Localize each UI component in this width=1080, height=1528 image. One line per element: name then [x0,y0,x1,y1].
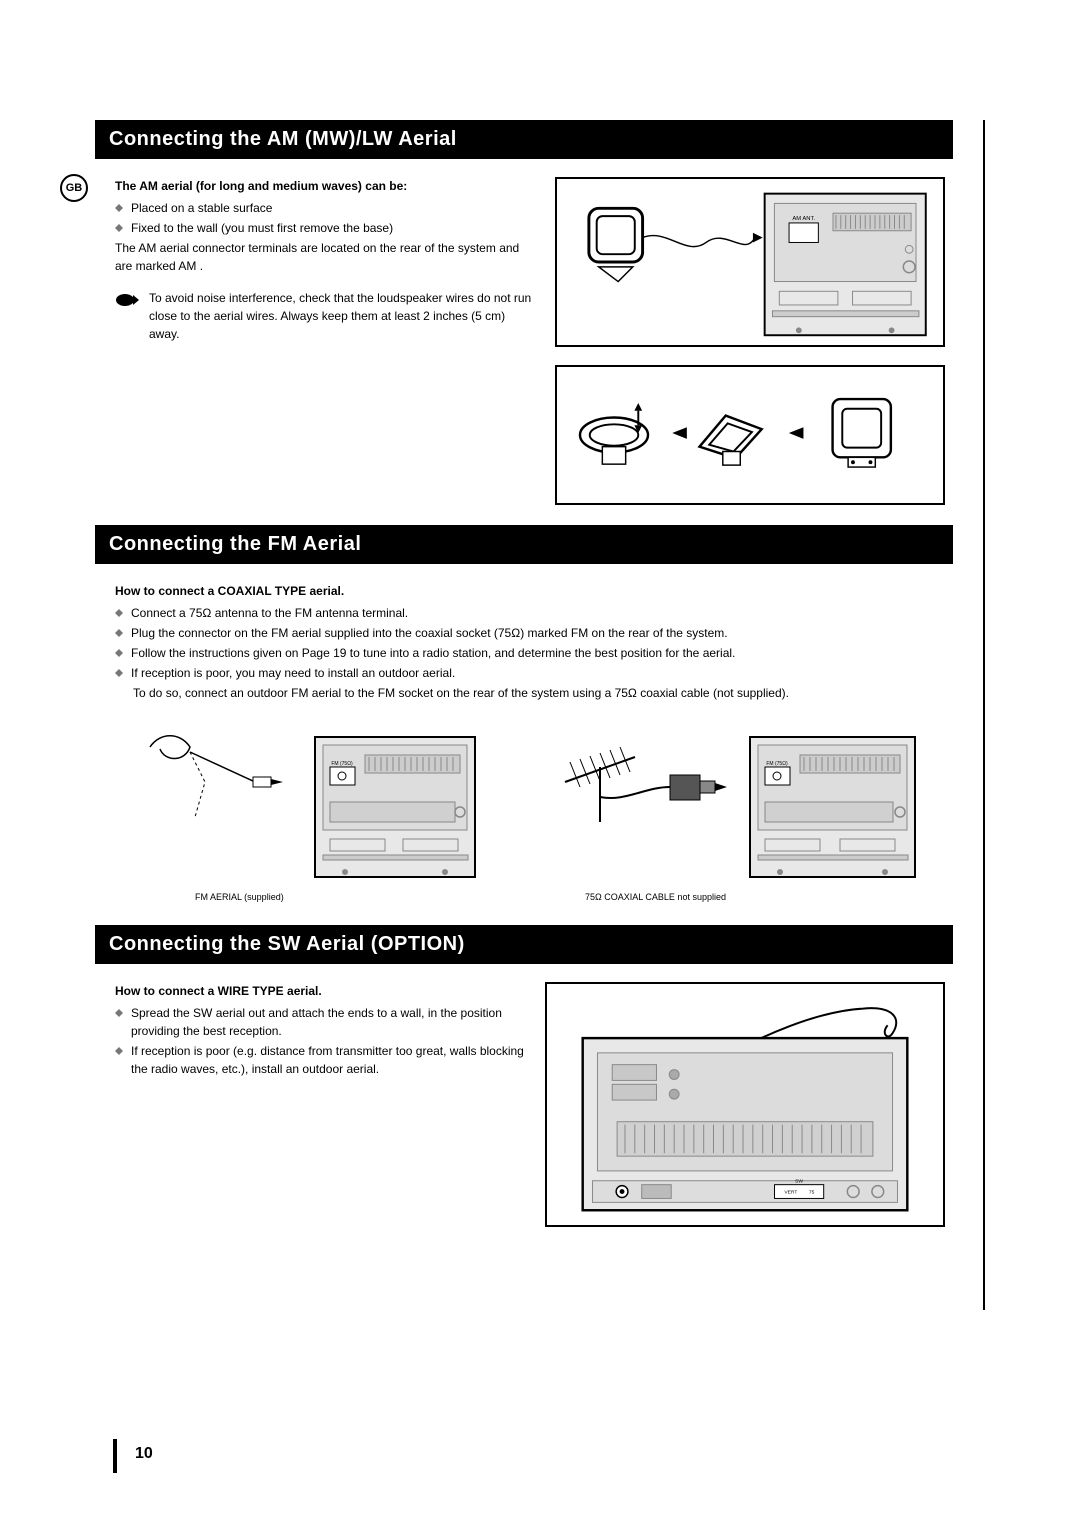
fm-bullet-4: If reception is poor, you may need to in… [115,664,945,682]
am-bullet-2-text: Fixed to the wall (you must first remove… [131,219,393,237]
svg-text:FM (75Ω): FM (75Ω) [766,761,788,767]
diamond-icon [115,604,125,622]
fm-diagrams: FM (75Ω) FM AERIAL (supplied) [115,727,945,905]
diamond-icon [115,199,125,217]
diamond-icon [115,624,125,642]
diamond-icon [115,219,125,237]
am-bullet-1-text: Placed on a stable surface [131,199,272,217]
fm-lead: How to connect a COAXIAL TYPE aerial. [115,582,945,600]
fm-bullet-4-text: If reception is poor, you may need to in… [131,664,455,682]
sw-diagram: SW VERT 75 [545,982,945,1227]
fm-bullet-1-text: Connect a 75Ω antenna to the FM antenna … [131,604,408,622]
am-diagram-1: AM ANT. [555,177,945,347]
section-header-sw: Connecting the SW Aerial (OPTION) [95,925,953,964]
diamond-icon [115,644,125,662]
section-header-fm: Connecting the FM Aerial [95,525,953,564]
svg-text:SW: SW [795,1178,803,1184]
fm-bullet-3: Follow the instructions given on Page 19… [115,644,945,662]
svg-text:VERT: VERT [784,1189,797,1195]
page-number: 10 [113,1439,153,1473]
fm-diagram-right: FM (75Ω) 75Ω COAXIAL CABLE not supplied [555,727,925,905]
language-badge: GB [60,174,88,202]
svg-text:75: 75 [809,1189,815,1195]
section-header-am: Connecting the AM (MW)/LW Aerial [95,120,953,159]
fm-diagram-left: FM (75Ω) FM AERIAL (supplied) [135,727,485,905]
sw-bullet-1-text: Spread the SW aerial out and attach the … [131,1004,525,1040]
fm-bullet-3-text: Follow the instructions given on Page 19… [131,644,735,662]
am-note-text: To avoid noise interference, check that … [149,289,535,343]
am-bullet-2: Fixed to the wall (you must first remove… [115,219,535,237]
diamond-icon [115,664,125,682]
am-bullet-1: Placed on a stable surface [115,199,535,217]
fm-bullet-1: Connect a 75Ω antenna to the FM antenna … [115,604,945,622]
diamond-icon [115,1004,125,1040]
fm-bullet-2: Plug the connector on the FM aerial supp… [115,624,945,642]
sw-bullet-2: If reception is poor (e.g. distance from… [115,1042,525,1078]
am-note: To avoid noise interference, check that … [115,289,535,343]
section-body-fm: How to connect a COAXIAL TYPE aerial. Co… [95,564,953,925]
sw-bullet-2-text: If reception is poor (e.g. distance from… [131,1042,525,1078]
section-body-am: The AM aerial (for long and medium waves… [95,159,953,525]
am-diagram-2 [555,365,945,505]
svg-text:FM (75Ω): FM (75Ω) [331,761,353,767]
sw-bullet-1: Spread the SW aerial out and attach the … [115,1004,525,1040]
am-para: The AM aerial connector terminals are lo… [115,239,535,275]
section-body-sw: How to connect a WIRE TYPE aerial. Sprea… [95,964,953,1247]
diamond-icon [115,1042,125,1078]
fm-sub: To do so, connect an outdoor FM aerial t… [115,684,945,702]
fm-bullet-2-text: Plug the connector on the FM aerial supp… [131,624,728,642]
fm-caption-left: FM AERIAL (supplied) [135,891,485,905]
svg-text:AM ANT.: AM ANT. [792,216,815,222]
page-content: Connecting the AM (MW)/LW Aerial The AM … [95,120,985,1310]
am-lead: The AM aerial (for long and medium waves… [115,177,535,195]
sw-lead: How to connect a WIRE TYPE aerial. [115,982,525,1000]
pointer-icon [115,291,139,309]
fm-caption-right: 75Ω COAXIAL CABLE not supplied [555,891,925,905]
